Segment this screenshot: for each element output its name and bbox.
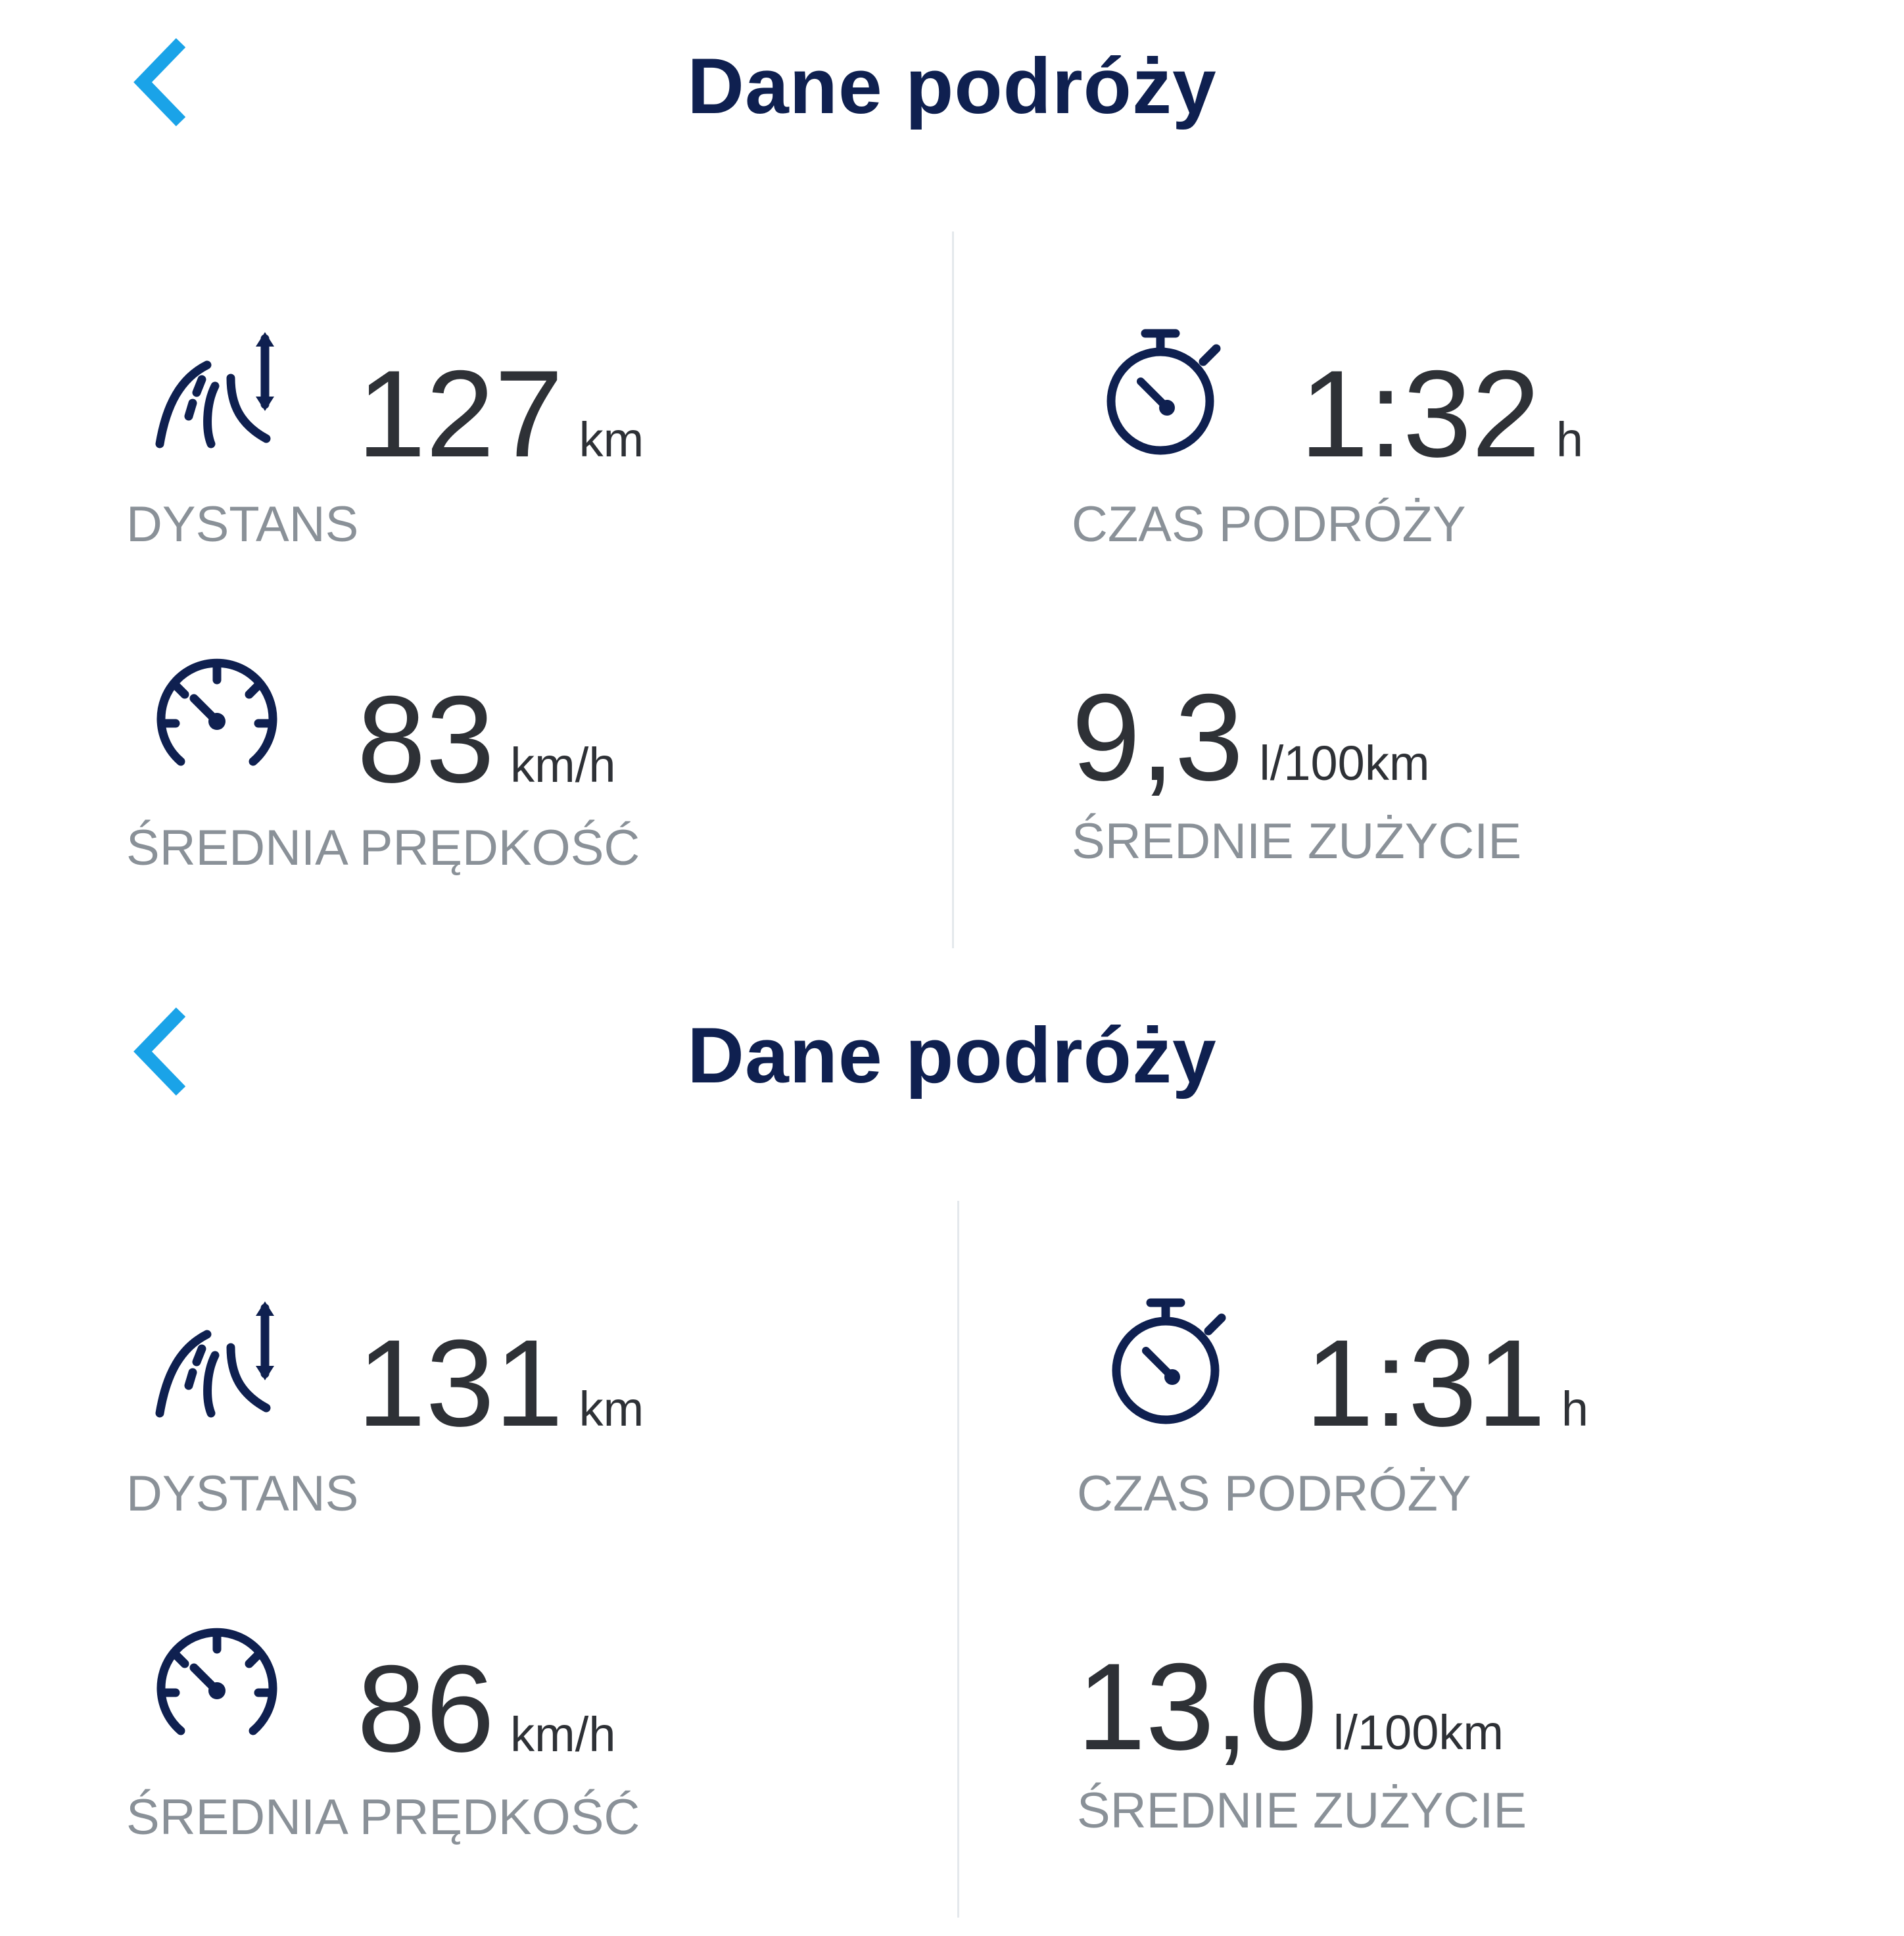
average-consumption-label: ŚREDNIE ZUŻYCIE: [1077, 1783, 1527, 1839]
chevron-left-icon: [133, 38, 186, 126]
average-consumption-unit: l/100km: [1259, 736, 1430, 790]
average-speed-value: 86 km/h: [357, 1639, 616, 1778]
travel-time-unit: h: [1556, 412, 1584, 467]
average-speed-value: 83 km/h: [357, 670, 616, 808]
average-consumption-value: 13,0 l/100km: [1077, 1637, 1504, 1776]
column-divider: [952, 231, 954, 948]
road-distance-icon: [155, 332, 274, 448]
trip-data-panel-1: Dane podróży 127 km DYSTANS: [0, 0, 1904, 967]
distance-unit: km: [579, 1382, 644, 1436]
page-title: Dane podróży: [687, 1011, 1217, 1100]
trip-data-panel-2: Dane podróży 131 km DYSTANS: [0, 969, 1904, 1936]
average-consumption-label: ŚREDNIE ZUŻYCIE: [1072, 813, 1522, 869]
distance-label: DYSTANS: [126, 496, 359, 552]
travel-time-unit: h: [1561, 1382, 1589, 1436]
distance-unit: km: [579, 412, 644, 467]
travel-time-label: CZAS PODRÓŻY: [1072, 496, 1466, 552]
travel-time-value: 1:31 h: [1305, 1314, 1589, 1452]
distance-value: 131 km: [357, 1314, 644, 1452]
average-consumption-value: 9,3 l/100km: [1072, 668, 1430, 806]
distance-label: DYSTANS: [126, 1466, 359, 1522]
road-distance-icon: [155, 1301, 274, 1418]
average-speed-unit: km/h: [510, 738, 616, 792]
average-speed-label: ŚREDNIA PRĘDKOŚĆ: [126, 1789, 640, 1845]
speedometer-icon: [156, 658, 277, 766]
stopwatch-icon: [1107, 329, 1221, 455]
chevron-left-icon: [133, 1007, 186, 1096]
back-button[interactable]: [128, 33, 201, 132]
column-divider: [957, 1201, 959, 1918]
average-speed-unit: km/h: [510, 1707, 616, 1762]
page-title: Dane podróży: [687, 42, 1217, 130]
average-speed-label: ŚREDNIA PRĘDKOŚĆ: [126, 820, 640, 876]
back-button[interactable]: [128, 1002, 201, 1101]
travel-time-label: CZAS PODRÓŻY: [1077, 1466, 1471, 1522]
travel-time-value: 1:32 h: [1300, 345, 1584, 483]
average-consumption-unit: l/100km: [1333, 1705, 1504, 1760]
distance-value: 127 km: [357, 345, 644, 483]
stopwatch-icon: [1112, 1298, 1226, 1424]
speedometer-icon: [156, 1628, 277, 1735]
